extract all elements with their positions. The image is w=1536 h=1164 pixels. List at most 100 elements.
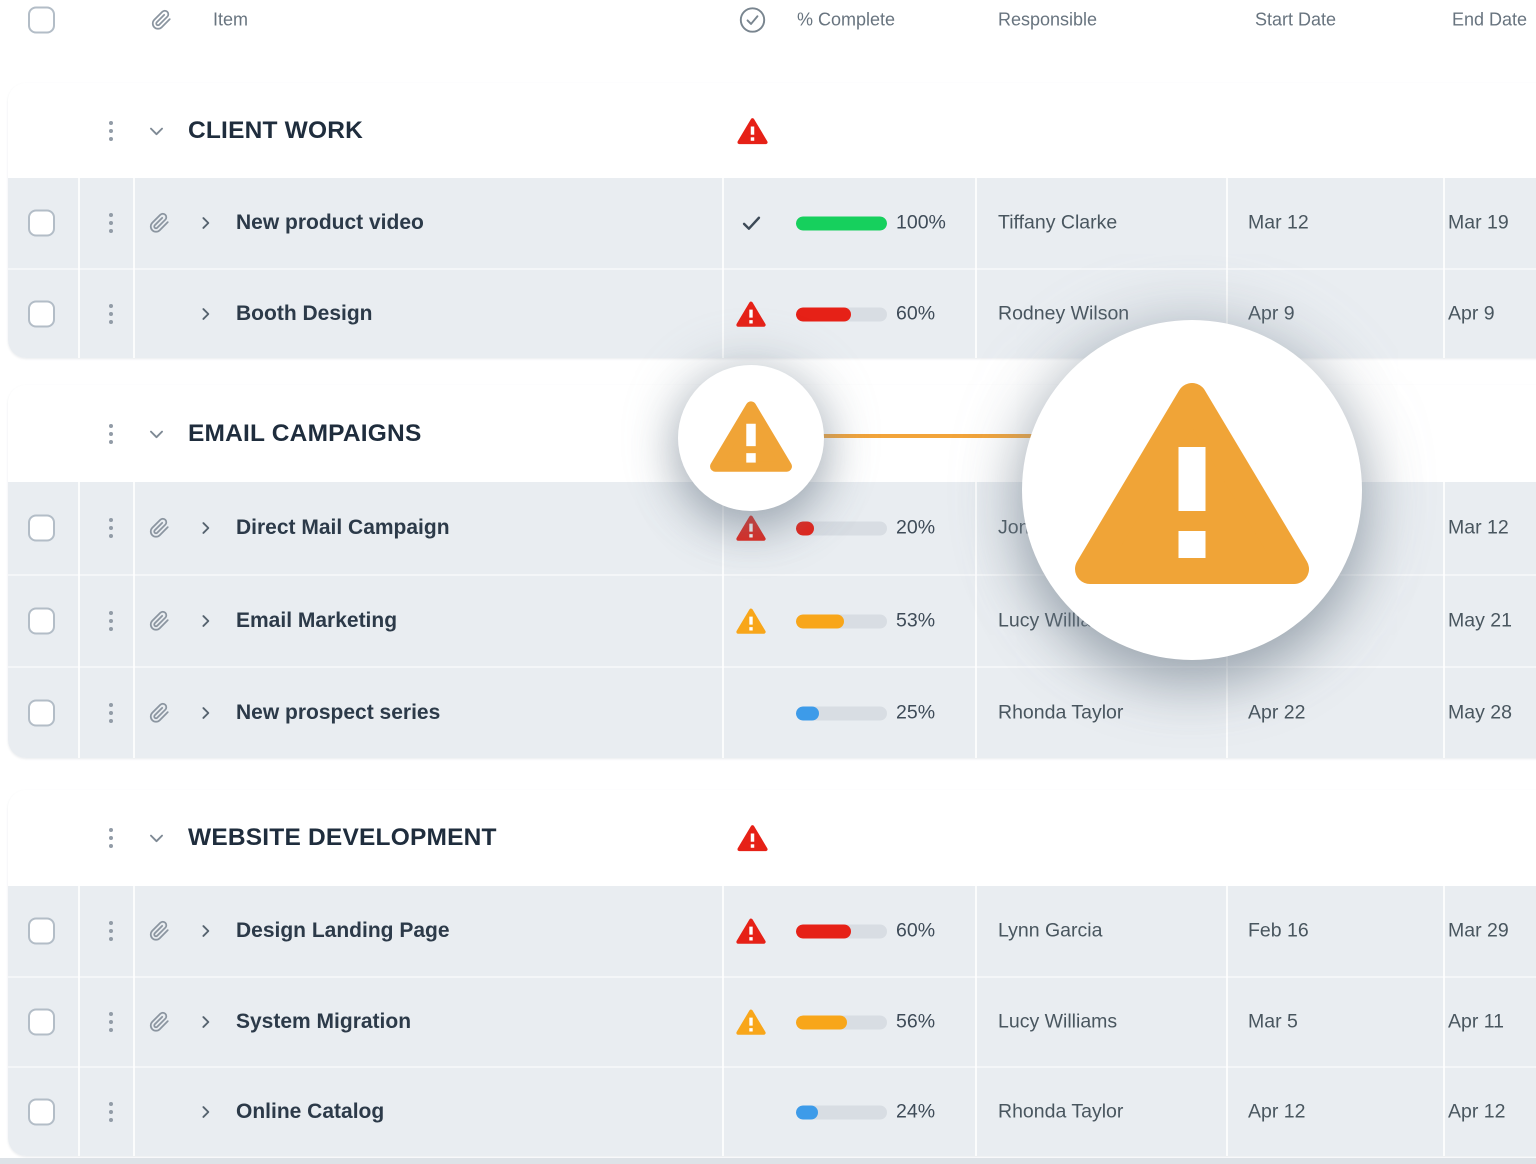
progress-label: 56% xyxy=(896,1010,936,1033)
kebab-menu-icon[interactable] xyxy=(103,1102,119,1122)
kebab-menu-icon[interactable] xyxy=(103,120,119,141)
progress-bar xyxy=(796,521,887,535)
end-date: Apr 12 xyxy=(1448,1100,1506,1123)
attachment-column-icon xyxy=(151,10,172,31)
progress-bar xyxy=(796,706,887,720)
chevron-right-icon[interactable] xyxy=(197,705,214,722)
magnifier-circle-large xyxy=(1022,320,1362,660)
start-date: Apr 22 xyxy=(1248,701,1306,724)
item-title[interactable]: Email Marketing xyxy=(236,609,398,632)
progress-label: 53% xyxy=(896,609,936,632)
chevron-right-icon[interactable] xyxy=(197,306,214,323)
row-checkbox[interactable] xyxy=(28,1098,55,1126)
row-checkbox[interactable] xyxy=(28,514,55,542)
row-checkbox[interactable] xyxy=(28,917,55,945)
warning-icon xyxy=(736,1009,766,1036)
table-row: System Migration 56% Lucy Williams Mar 5… xyxy=(8,976,1536,1066)
item-title[interactable]: System Migration xyxy=(236,1010,412,1033)
kebab-menu-icon[interactable] xyxy=(103,304,119,324)
chevron-down-icon[interactable] xyxy=(147,829,166,848)
progress-bar xyxy=(796,924,887,938)
chevron-down-icon[interactable] xyxy=(147,121,166,140)
kebab-menu-icon[interactable] xyxy=(103,1012,119,1032)
progress-fill xyxy=(796,706,819,720)
kebab-menu-icon[interactable] xyxy=(103,518,119,538)
progress-label: 20% xyxy=(896,516,936,539)
warning-triangle-icon xyxy=(709,399,793,473)
item-title[interactable]: New prospect series xyxy=(236,701,441,724)
item-title[interactable]: Booth Design xyxy=(236,302,373,325)
attachment-icon[interactable] xyxy=(149,611,170,632)
column-header-item: Item xyxy=(213,9,249,30)
chevron-right-icon[interactable] xyxy=(197,923,214,940)
attachment-icon[interactable] xyxy=(149,703,170,724)
progress-cell: 20% xyxy=(796,517,935,540)
chevron-right-icon[interactable] xyxy=(197,613,214,630)
group-header: CLIENT WORK xyxy=(8,83,1536,178)
chevron-right-icon[interactable] xyxy=(197,1104,214,1121)
progress-bar xyxy=(796,307,887,321)
end-date: Apr 9 xyxy=(1448,302,1495,325)
select-all-checkbox[interactable] xyxy=(28,6,55,34)
row-checkbox[interactable] xyxy=(28,300,55,328)
progress-fill xyxy=(796,614,845,628)
kebab-menu-icon[interactable] xyxy=(103,703,119,723)
chevron-right-icon[interactable] xyxy=(197,1014,214,1031)
responsible-name: Rodney Wilson xyxy=(998,302,1130,325)
attachment-icon[interactable] xyxy=(149,213,170,234)
item-title[interactable]: Direct Mail Campaign xyxy=(236,516,450,539)
magnifier-connector-line xyxy=(822,434,1034,438)
table-row: New product video 100% Tiffany Clarke Ma… xyxy=(8,178,1536,268)
attachment-icon[interactable] xyxy=(149,921,170,942)
item-title[interactable]: Online Catalog xyxy=(236,1100,385,1123)
kebab-menu-icon[interactable] xyxy=(103,213,119,233)
chevron-right-icon[interactable] xyxy=(197,215,214,232)
group-card-website-development: WEBSITE DEVELOPMENT Design Landing Page … xyxy=(8,790,1536,1156)
table-row: Booth Design 60% Rodney Wilson Apr 9 Apr… xyxy=(8,268,1536,358)
progress-label: 25% xyxy=(896,701,936,724)
group-card-client-work: CLIENT WORK New product video 100% Tiffa… xyxy=(8,83,1536,358)
start-date: Apr 12 xyxy=(1248,1100,1306,1123)
warning-triangle-icon-large xyxy=(1072,377,1312,587)
warning-icon xyxy=(736,918,766,945)
warning-icon xyxy=(736,608,766,635)
responsible-name: Jon xyxy=(998,516,1030,539)
row-checkbox[interactable] xyxy=(28,1008,55,1036)
chevron-right-icon[interactable] xyxy=(197,520,214,537)
progress-label: 60% xyxy=(896,919,936,942)
progress-fill xyxy=(796,521,815,535)
progress-cell: 53% xyxy=(796,610,935,633)
kebab-menu-icon[interactable] xyxy=(103,423,119,444)
row-checkbox[interactable] xyxy=(28,607,55,635)
table-row: Online Catalog 24% Rhonda Taylor Apr 12 … xyxy=(8,1066,1536,1156)
progress-cell: 24% xyxy=(796,1101,935,1124)
end-date: Mar 12 xyxy=(1448,516,1509,539)
responsible-name: Lucy Williams xyxy=(998,1010,1118,1033)
progress-fill xyxy=(796,1015,847,1029)
responsible-name: Rhonda Taylor xyxy=(998,1100,1124,1123)
group-header: WEBSITE DEVELOPMENT xyxy=(8,790,1536,886)
kebab-menu-icon[interactable] xyxy=(103,611,119,631)
progress-cell: 56% xyxy=(796,1011,935,1034)
complete-check-icon xyxy=(739,213,764,234)
column-header-start-date: Start Date xyxy=(1255,9,1337,30)
table-row: Email Marketing 53% Lucy Williams May 21 xyxy=(8,574,1536,666)
attachment-icon[interactable] xyxy=(149,1012,170,1033)
row-checkbox[interactable] xyxy=(28,699,55,727)
kebab-menu-icon[interactable] xyxy=(103,828,119,848)
start-date: Mar 12 xyxy=(1248,211,1309,234)
row-checkbox[interactable] xyxy=(28,209,55,237)
progress-label: 24% xyxy=(896,1100,936,1123)
end-date: Mar 29 xyxy=(1448,919,1509,942)
item-title[interactable]: Design Landing Page xyxy=(236,919,450,942)
chevron-down-icon[interactable] xyxy=(147,424,166,443)
warning-icon xyxy=(736,515,766,542)
attachment-icon[interactable] xyxy=(149,518,170,539)
end-date: May 21 xyxy=(1448,609,1512,632)
item-title[interactable]: New product video xyxy=(236,211,424,234)
start-date: Feb 16 xyxy=(1248,919,1309,942)
progress-cell: 60% xyxy=(796,303,935,326)
kebab-menu-icon[interactable] xyxy=(103,921,119,941)
progress-cell: 100% xyxy=(796,212,946,235)
